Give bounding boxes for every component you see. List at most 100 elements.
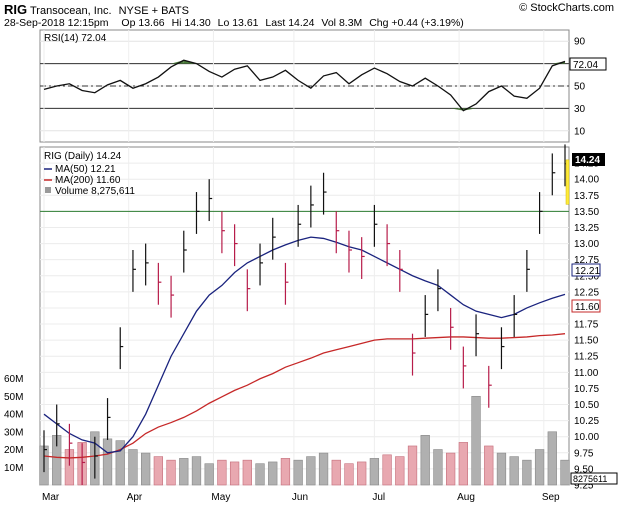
volume-bar: [547, 431, 557, 486]
volume-bar: [471, 395, 481, 486]
chart-header-line2: 28-Sep-2018 12:15pm Op 13.66 Hi 14.30 Lo…: [4, 17, 464, 29]
rsi-tick-label: 30: [574, 104, 586, 115]
volume-bar: [534, 449, 545, 486]
month-label: Mar: [42, 492, 60, 503]
volume-bar: [445, 452, 456, 486]
high-label: Hi: [171, 17, 182, 29]
ma200-last-value: 11.60: [575, 302, 600, 313]
price-tick-label: 12.75: [574, 255, 599, 266]
watermark: © StockCharts.com: [519, 2, 614, 14]
volume-bar: [395, 456, 405, 486]
volume-bar: [458, 442, 468, 486]
volume-bar: [407, 445, 418, 486]
change-label: Chg: [369, 17, 389, 29]
volume-bar: [382, 454, 392, 486]
volume-tick-label: 60M: [4, 374, 23, 385]
price-tick-label: 9.50: [574, 464, 594, 475]
month-label: Jun: [292, 492, 308, 503]
volume-bar: [484, 445, 494, 486]
price-tick-label: 10.25: [574, 416, 599, 427]
ma200-legend: MA(200) 11.60: [55, 175, 121, 186]
volume-bar: [141, 452, 151, 486]
volume-bar: [306, 456, 316, 486]
rsi-oversold-fill: [450, 108, 464, 111]
chart-header-line1: RIG Transocean, Inc. NYSE + BATS: [4, 2, 189, 17]
ma50-last-value: 12.21: [575, 266, 600, 277]
volume-bar: [331, 459, 341, 486]
volume-bar: [242, 459, 252, 486]
price-tick-label: 10.00: [574, 432, 599, 443]
volume-bar: [229, 461, 240, 486]
volume-tick-label: 40M: [4, 410, 23, 421]
price-legend: RIG (Daily) 14.24: [44, 151, 122, 162]
volume-tick-label: 30M: [4, 427, 23, 438]
price-tick-label: 10.50: [574, 400, 599, 411]
price-tick-label: 14.00: [574, 175, 599, 186]
volume-bar: [560, 459, 570, 486]
price-tick-label: 11.00: [574, 368, 599, 379]
price-panel: [39, 146, 570, 486]
month-label: Sep: [542, 492, 560, 503]
month-label: Aug: [457, 492, 475, 503]
symbol: RIG: [4, 2, 28, 17]
ma50-legend: MA(50) 12.21: [55, 164, 116, 175]
ma200-line: [43, 333, 566, 459]
ma50-line: [43, 236, 566, 454]
volume-legend-swatch: [45, 187, 51, 193]
volume-bar: [115, 440, 125, 486]
last-bar-highlight: [565, 159, 570, 205]
volume-bar: [318, 452, 329, 486]
volume-tick-label: 20M: [4, 445, 23, 456]
open-label: Op: [121, 17, 136, 29]
volume-bar: [522, 459, 532, 486]
volume-bar: [204, 463, 214, 486]
volume-bar: [268, 461, 278, 486]
volume-tick-label: 10M: [4, 463, 23, 474]
rsi-tick-label: 10: [574, 126, 586, 137]
price-tick-label: 13.75: [574, 191, 599, 202]
volume-bar: [293, 459, 303, 486]
price-tick-label: 9.75: [574, 448, 594, 459]
rsi-overbought-fill: [171, 60, 184, 64]
ma200-last-tag: [571, 299, 601, 313]
volume-bar: [179, 458, 189, 486]
volume-bar: [217, 459, 227, 486]
rsi-tick-label: 90: [574, 37, 586, 48]
last-label: Last: [265, 17, 286, 29]
price-tick-label: 12.25: [574, 287, 599, 298]
price-tick-label: 9.25: [574, 481, 594, 492]
price-tick-label: 10.75: [574, 384, 599, 395]
volume-bar: [496, 452, 507, 486]
volume-bar: [102, 438, 113, 486]
volume-bar: [153, 456, 164, 486]
price-tick-label: 11.75: [574, 320, 599, 331]
rsi-legend: RSI(14) 72.04: [44, 33, 107, 44]
volume-bar: [509, 456, 519, 486]
volume-last-tag: [570, 472, 618, 485]
rsi-line: [43, 59, 566, 112]
volume-bar: [420, 435, 430, 486]
volume-bar: [128, 449, 138, 486]
volume-value: 8.3M: [338, 17, 363, 29]
month-label: May: [211, 492, 230, 503]
volume-label: Vol: [321, 17, 337, 29]
rsi-last-tag: [569, 57, 607, 71]
volume-bar: [255, 463, 265, 486]
price-last-tag: [572, 153, 605, 166]
high-value: 14.30: [184, 17, 211, 29]
ma50-last-tag: [571, 263, 601, 277]
open-value: 13.66: [138, 17, 165, 29]
price-last-value: 14.24: [575, 155, 600, 166]
rsi-tick-label: 50: [574, 82, 586, 93]
volume-bar: [280, 458, 291, 486]
month-label: Apr: [127, 492, 143, 503]
price-tick-label: 11.25: [574, 352, 599, 363]
price-tick-label: 13.50: [574, 207, 599, 218]
volume-last-value: 8275611: [573, 474, 607, 484]
month-label: Jul: [372, 492, 385, 503]
price-tick-label: 11.50: [574, 336, 599, 347]
exchange: NYSE + BATS: [118, 5, 189, 17]
quote-date: 28-Sep-2018 12:15pm: [4, 17, 109, 29]
company-name: Transocean, Inc.: [29, 5, 112, 17]
